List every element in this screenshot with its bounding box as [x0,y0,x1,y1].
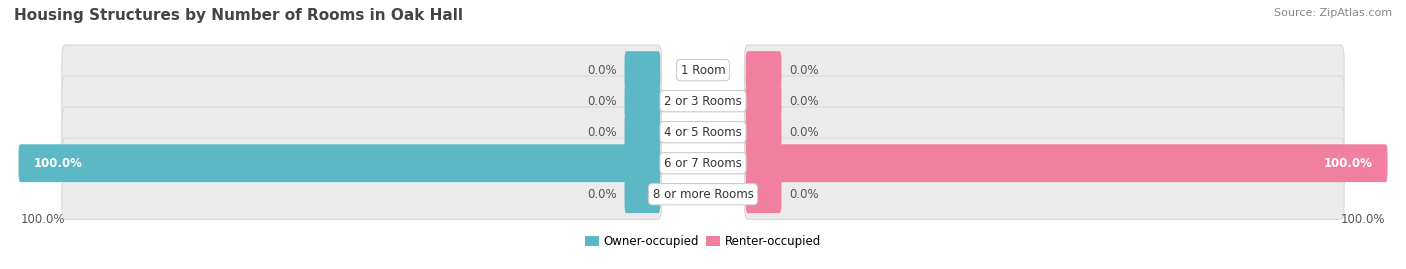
FancyBboxPatch shape [744,76,1344,126]
FancyBboxPatch shape [744,45,1344,95]
Text: 0.0%: 0.0% [789,64,818,77]
Text: 100.0%: 100.0% [21,213,65,225]
Text: 0.0%: 0.0% [789,95,818,108]
FancyBboxPatch shape [745,51,782,89]
Legend: Owner-occupied, Renter-occupied: Owner-occupied, Renter-occupied [579,230,827,253]
Text: 100.0%: 100.0% [1341,213,1385,225]
Text: 0.0%: 0.0% [588,126,617,139]
FancyBboxPatch shape [624,175,661,213]
FancyBboxPatch shape [624,51,661,89]
FancyBboxPatch shape [745,175,782,213]
Text: 0.0%: 0.0% [588,95,617,108]
Text: 0.0%: 0.0% [789,126,818,139]
Text: 0.0%: 0.0% [588,64,617,77]
Text: 1 Room: 1 Room [681,64,725,77]
Text: 2 or 3 Rooms: 2 or 3 Rooms [664,95,742,108]
Text: 4 or 5 Rooms: 4 or 5 Rooms [664,126,742,139]
Text: 8 or more Rooms: 8 or more Rooms [652,188,754,201]
Text: Housing Structures by Number of Rooms in Oak Hall: Housing Structures by Number of Rooms in… [14,8,463,23]
FancyBboxPatch shape [624,82,661,120]
FancyBboxPatch shape [745,113,782,151]
FancyBboxPatch shape [744,138,1344,188]
FancyBboxPatch shape [745,144,1388,182]
Text: 0.0%: 0.0% [789,188,818,201]
FancyBboxPatch shape [744,107,1344,157]
Text: 100.0%: 100.0% [34,157,82,170]
FancyBboxPatch shape [62,169,662,219]
FancyBboxPatch shape [745,82,782,120]
FancyBboxPatch shape [62,76,662,126]
FancyBboxPatch shape [62,138,662,188]
Text: 100.0%: 100.0% [1324,157,1372,170]
FancyBboxPatch shape [18,144,661,182]
FancyBboxPatch shape [624,113,661,151]
Text: 6 or 7 Rooms: 6 or 7 Rooms [664,157,742,170]
FancyBboxPatch shape [62,45,662,95]
FancyBboxPatch shape [744,169,1344,219]
Text: 0.0%: 0.0% [588,188,617,201]
Text: Source: ZipAtlas.com: Source: ZipAtlas.com [1274,8,1392,18]
FancyBboxPatch shape [62,107,662,157]
